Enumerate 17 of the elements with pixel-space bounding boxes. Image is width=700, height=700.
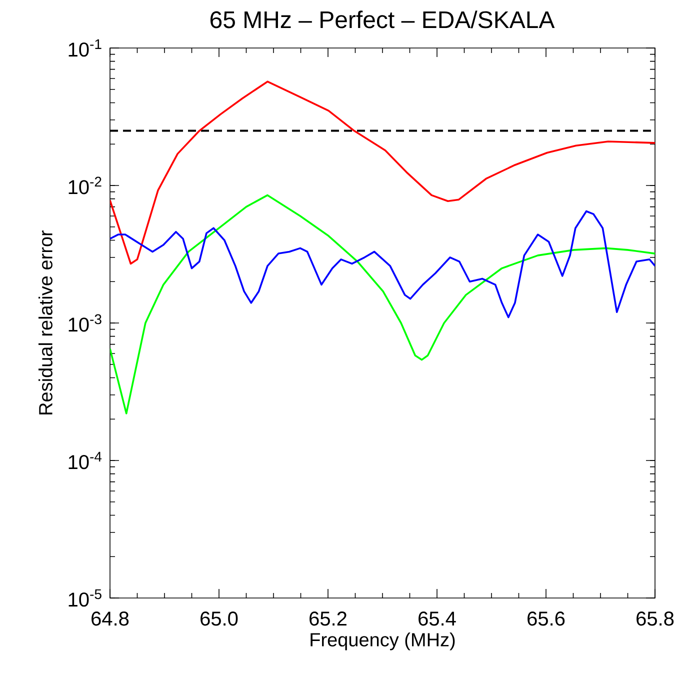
y-tick-label: 10$^{-4}$ xyxy=(68,452,102,470)
y-tick-label: 10$^{-2}$ xyxy=(68,176,102,194)
line-series xyxy=(110,80,656,265)
line-series xyxy=(110,210,656,318)
x-tick-label: 65.4 xyxy=(418,612,456,626)
x-tick-label: 65.0 xyxy=(200,612,238,626)
y-tick-label: 10$^{-3}$ xyxy=(68,314,102,332)
x-tick-label: 65.8 xyxy=(636,612,674,626)
x-tick-label: 64.8 xyxy=(92,612,129,626)
x-tick-label: 65.2 xyxy=(310,612,346,626)
y-axis-title: Residual relative error xyxy=(38,230,52,414)
y-tick-label: 10$^{-5}$ xyxy=(68,589,102,607)
chart-title: 65 MHz – Perfect – EDA/SKALA xyxy=(210,10,555,28)
x-axis-title: Frequency (MHz) xyxy=(310,632,455,650)
line-series xyxy=(110,194,656,414)
x-tick-label: 65.6 xyxy=(528,612,565,626)
y-tick-label: 10$^{-1}$ xyxy=(68,39,102,57)
